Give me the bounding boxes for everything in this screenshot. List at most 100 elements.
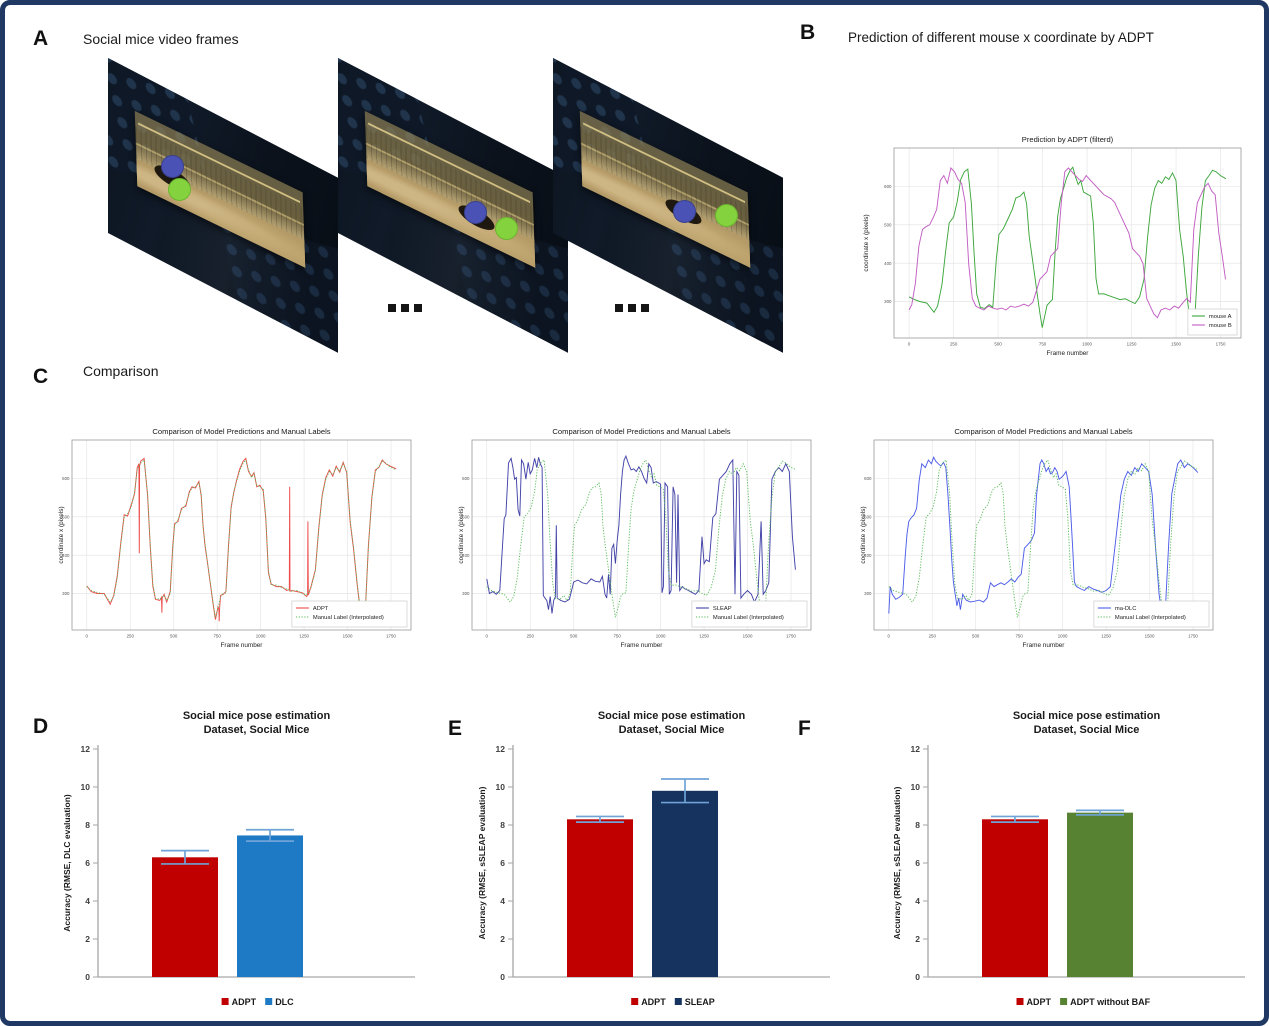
svg-text:0: 0 [486,634,489,639]
svg-text:Frame number: Frame number [621,642,664,649]
svg-text:400: 400 [462,553,470,558]
chart-rmse-ablation: Social mice pose estimation Dataset, Soci… [892,710,1245,1007]
svg-text:500: 500 [864,514,872,519]
svg-text:1000: 1000 [656,634,666,639]
svg-text:Dataset, Social Mice: Dataset, Social Mice [204,724,310,736]
chart-comparison-sleap: 0 250 500 750 1000 1250 1500 1750 300 400 500 600 Co… [458,427,812,649]
svg-text:Dataset, Social Mice: Dataset, Social Mice [1034,724,1140,736]
svg-text:Comparison of Model Prediction: Comparison of Model Predictions and Manu… [552,427,730,436]
svg-text:1500: 1500 [343,634,353,639]
svg-text:1250: 1250 [1101,634,1111,639]
panel-f-label: F [798,717,812,740]
video-frame-2 [338,58,568,353]
svg-text:0: 0 [908,342,911,347]
svg-text:ADPT: ADPT [641,997,666,1007]
svg-text:ADPT: ADPT [232,997,257,1007]
svg-text:ADPT without BAF: ADPT without BAF [1070,997,1150,1007]
panel-a-title: Social mice video frames [83,31,239,47]
svg-text:12: 12 [496,744,506,754]
svg-text:Manual Label (Interpolated): Manual Label (Interpolated) [1115,615,1186,621]
panel-c-label: C [33,365,49,388]
svg-text:Frame number: Frame number [1047,350,1090,357]
svg-text:300: 300 [864,591,872,596]
keypoint-marker-green [495,217,518,240]
svg-text:600: 600 [62,476,70,481]
svg-text:400: 400 [884,261,892,266]
svg-text:1500: 1500 [1171,342,1181,347]
panel-a-label: A [33,27,49,50]
svg-text:0: 0 [500,972,505,982]
svg-text:300: 300 [62,591,70,596]
svg-text:2: 2 [500,934,505,944]
video-frame-1 [108,58,338,353]
svg-text:750: 750 [213,634,221,639]
panel-c-title: Comparison [83,363,159,379]
chart-comparison-madlc: 0 250 500 750 1000 1250 1500 1750 300 400 500 600 Co… [860,427,1214,649]
keypoint-marker-green [168,178,191,201]
svg-text:12: 12 [911,744,921,754]
svg-text:SLEAP: SLEAP [713,606,732,612]
svg-text:1750: 1750 [786,634,796,639]
svg-text:500: 500 [884,222,892,227]
keypoint-marker-blue [673,200,696,223]
svg-text:DLC: DLC [275,997,294,1007]
svg-text:Prediction by ADPT (filterd): Prediction by ADPT (filterd) [1022,135,1114,144]
svg-text:2: 2 [915,934,920,944]
svg-text:10: 10 [81,782,91,792]
video-frame-3 [553,58,783,353]
svg-text:coordinate x (pixels): coordinate x (pixels) [860,506,867,563]
svg-text:10: 10 [911,782,921,792]
panel-e-label: E [448,717,463,740]
svg-text:Accuracy (RMSE, DLC evaluation: Accuracy (RMSE, DLC evaluation) [62,794,72,932]
svg-text:8: 8 [500,820,505,830]
svg-text:500: 500 [462,514,470,519]
svg-text:300: 300 [462,591,470,596]
svg-text:0: 0 [86,634,89,639]
keypoint-marker-blue [464,201,487,224]
svg-text:Manual Label (Interpolated): Manual Label (Interpolated) [313,615,384,621]
panel-b-title: Prediction of different mouse x coordina… [848,30,1154,45]
svg-text:Manual Label (Interpolated): Manual Label (Interpolated) [713,615,784,621]
svg-text:8: 8 [915,820,920,830]
svg-text:1500: 1500 [743,634,753,639]
svg-text:1250: 1250 [699,634,709,639]
svg-text:coordinate x (pixels): coordinate x (pixels) [863,214,870,271]
svg-text:SLEAP: SLEAP [685,997,715,1007]
svg-text:750: 750 [613,634,621,639]
panel-d-label: D [33,715,49,738]
svg-text:750: 750 [1039,342,1047,347]
svg-text:500: 500 [570,634,578,639]
svg-text:750: 750 [1015,634,1023,639]
ellipsis-separator [388,304,422,312]
svg-text:1000: 1000 [256,634,266,639]
svg-text:1750: 1750 [386,634,396,639]
svg-text:600: 600 [884,184,892,189]
svg-text:10: 10 [496,782,506,792]
svg-text:500: 500 [62,514,70,519]
svg-text:coordinate x (pixels): coordinate x (pixels) [58,506,65,563]
svg-text:Social mice pose estimation: Social mice pose estimation [183,710,331,722]
svg-text:8: 8 [85,820,90,830]
svg-text:250: 250 [527,634,535,639]
svg-text:coordinate x (pixels): coordinate x (pixels) [458,506,465,563]
svg-text:Social mice pose estimation: Social mice pose estimation [598,710,746,722]
svg-text:400: 400 [864,553,872,558]
keypoint-marker-blue [161,155,184,178]
svg-text:1750: 1750 [1188,634,1198,639]
svg-text:0: 0 [888,634,891,639]
chart-rmse-sleap-eval: Social mice pose estimation Dataset, Soci… [477,710,830,1007]
svg-text:4: 4 [500,896,505,906]
svg-text:250: 250 [127,634,135,639]
keypoint-marker-green [715,204,738,227]
svg-text:mouse A: mouse A [1209,314,1232,320]
svg-text:6: 6 [500,858,505,868]
chart-prediction-by-adpt: 0 250 500 750 1000 1250 1500 1750 300 400 500 600 Pr… [863,135,1242,357]
svg-text:500: 500 [994,342,1002,347]
svg-text:400: 400 [62,553,70,558]
svg-text:600: 600 [462,476,470,481]
svg-text:Social mice pose estimation: Social mice pose estimation [1013,710,1161,722]
svg-text:Frame number: Frame number [1023,642,1066,649]
chart-rmse-dlc-eval: Social mice pose estimation Dataset, Soci… [62,710,415,1007]
svg-text:Accuracy (RMSE, sSLEAP evaluat: Accuracy (RMSE, sSLEAP evaluation) [892,786,902,939]
